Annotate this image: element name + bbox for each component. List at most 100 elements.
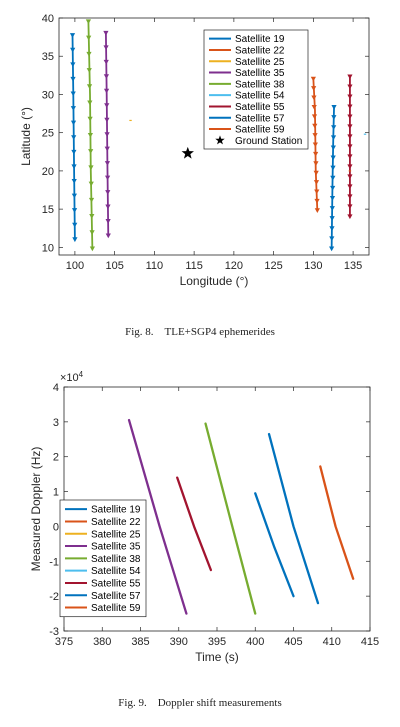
trajectory-arrow [89,214,95,219]
x-tick-label: 395 [208,636,226,648]
trajectory-arrow [347,94,353,100]
trajectory-arrow [88,181,94,187]
x-tick-label: 375 [55,636,73,648]
trajectory-arrow [72,237,78,243]
trajectory-arrow [89,246,95,252]
y-tick-label: 20 [42,166,54,178]
trajectory-arrow [347,114,353,120]
trajectory-arrow [87,100,93,106]
series-satellite-57 [267,432,320,605]
y-tick-label: 2 [53,452,59,464]
legend-label: Satellite 38 [91,554,141,565]
legend-entry-satellite-59: Satellite 59 [65,603,141,614]
trajectory-arrow [103,30,109,36]
y-tick-label: -1 [49,556,59,568]
trajectory-arrow [330,135,337,141]
legend-entry-satellite-57: Satellite 57 [209,113,285,124]
y-tick-label: 30 [42,89,54,101]
trajectory-arrow [313,161,319,167]
y-tick-label: -2 [49,591,59,603]
trajectory-arrow [103,74,110,80]
x-tick-label: 120 [225,260,243,272]
legend-label: Satellite 25 [91,529,141,540]
x-tick-label: 105 [105,260,123,272]
trajectory-arrow [70,76,76,82]
legend-label: Satellite 57 [91,591,141,602]
series-satellite-38 [204,422,257,615]
trajectory-arrow [103,45,109,51]
legend-swatch [215,135,225,145]
trajectory-arrow [329,195,336,201]
series-satellite-55 [176,476,213,572]
trajectory-arrow [87,132,93,138]
legend-label: Satellite 55 [235,102,285,113]
legend-entry-satellite-38: Satellite 38 [65,554,141,565]
trajectory-arrow [329,206,335,211]
trajectory-arrow [347,174,353,180]
trajectory-arrow [312,123,318,129]
trajectory-arrow [69,33,76,38]
trajectory-arrow [103,59,109,65]
trajectory-arrow [329,226,335,232]
series-satellite-55 [347,74,353,220]
trajectory-arrow [310,76,316,82]
legend-label: Satellite 19 [235,34,285,45]
trajectory-arrow [331,115,337,120]
trajectory-arrow [105,219,111,224]
legend-label: Satellite 38 [235,79,285,90]
legend-entry-satellite-57: Satellite 57 [65,591,141,602]
legend-label: Satellite 25 [235,57,285,68]
caption-text: TLE+SGP4 ephemerides [164,326,275,338]
series-line [87,20,94,250]
x-tick-label: 125 [264,260,282,272]
caption-label: Fig. 8. [125,326,154,338]
trajectory-arrow [70,62,76,68]
y-tick-label: -3 [49,626,59,638]
legend-label: Satellite 19 [91,505,141,516]
trajectory-arrow [347,184,353,190]
trajectory-arrow [104,132,110,137]
y-tick-label: 10 [42,242,54,254]
trajectory-arrow [330,155,336,161]
trajectory-arrow [88,197,95,203]
series-line [267,432,320,605]
chart-ephemerides: 100 105 110 115 120 125 130 135 10 15 20 25 30 35 40 Lo… [19,13,370,288]
series-line [176,476,213,572]
x-tick-label: 100 [66,260,84,272]
trajectory-arrow [70,106,76,111]
trajectory-arrow [71,193,77,199]
x-tick-label: 115 [185,260,203,272]
trajectory-arrow [311,86,317,91]
trajectory-arrow [329,246,335,252]
legend-label: Satellite 54 [91,566,141,577]
trajectory-arrow [88,149,94,154]
x-tick-label: 400 [246,636,264,648]
legend-entry-satellite-35: Satellite 35 [209,68,285,79]
legend-entry-satellite-35: Satellite 35 [65,542,141,553]
series-line [204,422,257,615]
legend-label: Satellite 55 [91,578,141,589]
y-axis-exponent: ×104 [60,370,84,384]
x-tick-label: 130 [304,260,322,272]
x-tick-label: 385 [131,636,149,648]
x-tick-label: 410 [323,636,341,648]
trajectory-arrow [311,95,317,101]
trajectory-arrow [105,175,111,181]
trajectory-arrow [347,144,353,150]
legend-entry-satellite-19: Satellite 19 [209,34,285,45]
trajectory-arrow [347,104,353,110]
trajectory-arrow [104,117,110,123]
trajectory-arrow [71,208,78,213]
legend-entry-satellite-59: Satellite 59 [209,125,285,136]
trajectory-arrow [331,105,337,110]
trajectory-arrow [329,216,335,221]
series-satellite-38 [85,19,95,252]
trajectory-arrow [313,170,319,176]
trajectory-arrow [85,19,92,25]
legend-entry-satellite-19: Satellite 19 [65,505,141,516]
trajectory-arrow [330,185,336,191]
series-line [127,418,188,615]
legend-label: Satellite 35 [235,68,285,79]
trajectory-arrow [71,164,77,170]
